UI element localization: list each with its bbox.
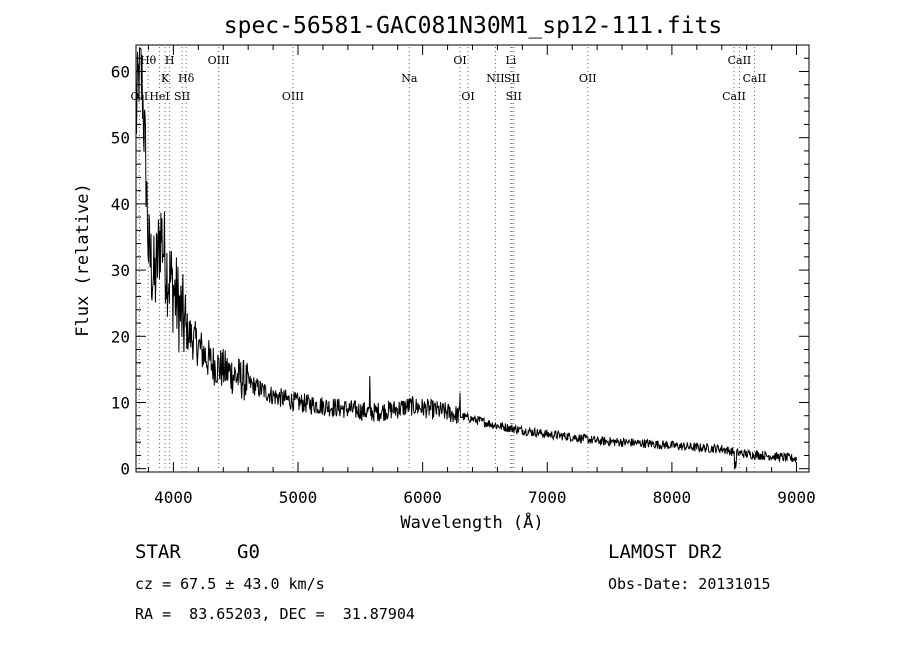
spectral-line-label: K: [161, 72, 170, 85]
object-subclass: G0: [237, 541, 260, 563]
coordinates: RA = 83.65203, DEC = 31.87904: [135, 605, 415, 623]
spectral-line-label: OI: [453, 54, 466, 67]
spectral-line-label: OII: [579, 72, 597, 85]
spectral-line-label: OIII: [208, 54, 230, 67]
y-tick-label: 0: [120, 460, 130, 479]
y-axis-label: Flux (relative): [73, 183, 93, 337]
x-axis-label: Wavelength (Å): [400, 511, 543, 533]
y-tick-label: 40: [111, 195, 130, 214]
spectral-line-label: SII: [506, 90, 522, 103]
spectral-line-label: H: [165, 54, 175, 67]
spectral-line-label: SII: [504, 72, 520, 85]
axis-tick-labels: 4000 5000 6000 7000 8000 9000 0 10 20 30 40 50 60: [111, 62, 816, 507]
x-tick-label: 9000: [777, 488, 816, 507]
spectral-line-label: OIII: [282, 90, 304, 103]
y-tick-label: 60: [111, 62, 130, 81]
object-class: STAR: [135, 541, 181, 563]
spectral-line-label: Hδ: [178, 72, 195, 85]
x-tick-label: 8000: [653, 488, 692, 507]
survey-name: LAMOST DR2: [608, 541, 723, 563]
axis-ticks: [136, 45, 809, 472]
spectral-line-label: Li: [505, 54, 516, 67]
spectrum-line: [135, 47, 797, 470]
chart-title: spec-56581-GAC081N30M1_sp12-111.fits: [224, 13, 723, 39]
plot-frame: [135, 44, 810, 473]
redshift-cz: cz = 67.5 ± 43.0 km/s: [135, 575, 325, 593]
spectral-line-label: NII: [486, 72, 504, 85]
x-tick-label: 7000: [528, 488, 567, 507]
spectral-line-label: CaII: [743, 72, 767, 85]
spectral-line-label: Hθ: [140, 54, 157, 67]
spectral-line-label: OI: [461, 90, 474, 103]
spectral-line-label: CaII: [728, 54, 752, 67]
observation-date: Obs-Date: 20131015: [608, 575, 771, 593]
y-tick-label: 50: [111, 129, 130, 148]
y-tick-label: 10: [111, 393, 130, 412]
spectral-line-label: Na: [401, 72, 418, 85]
spectral-line-markers: [138, 47, 755, 472]
y-tick-label: 30: [111, 261, 130, 280]
spectral-line-label: HeI: [149, 90, 169, 103]
x-tick-label: 6000: [403, 488, 442, 507]
x-tick-label: 4000: [154, 488, 193, 507]
y-tick-label: 20: [111, 327, 130, 346]
spectral-line-label: SII: [174, 90, 190, 103]
x-tick-label: 5000: [279, 488, 318, 507]
spectral-line-label: CaII: [722, 90, 746, 103]
